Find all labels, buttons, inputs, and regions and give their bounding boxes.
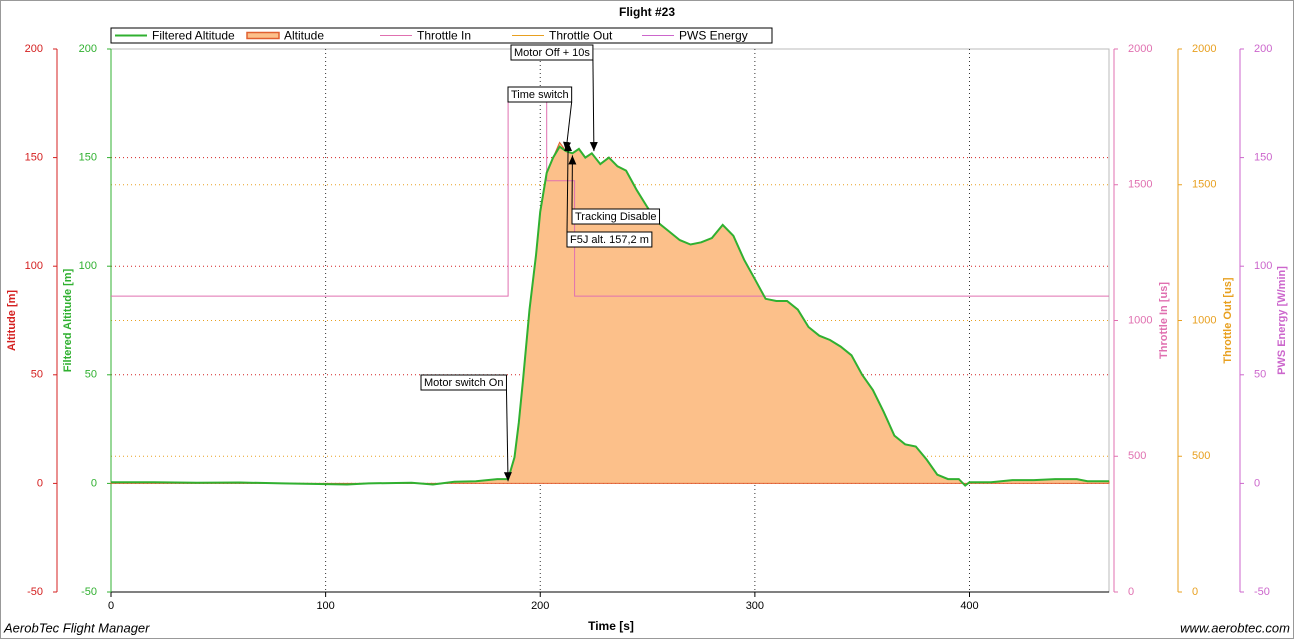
y-tick-label: 1000: [1192, 314, 1216, 326]
legend-label: Filtered Altitude: [152, 29, 235, 43]
y-tick-label: 50: [1254, 369, 1266, 381]
y-tick-label: 500: [1128, 450, 1146, 462]
y-axis-label: Throttle Out [us]: [1222, 277, 1234, 363]
footer-left: AerobTec Flight Manager: [3, 620, 150, 635]
legend-label: PWS Energy: [679, 29, 748, 43]
y-tick-label: 50: [85, 369, 97, 381]
annotation-label: Motor Off + 10s: [514, 47, 590, 59]
annotation-label: Time switch: [511, 89, 569, 101]
y-axis-label: Throttle In [us]: [1158, 282, 1170, 359]
y-tick-label: 1000: [1128, 314, 1152, 326]
y-tick-label: 0: [1254, 477, 1260, 489]
y-tick-label: 1500: [1128, 179, 1152, 191]
arrow-head: [564, 141, 573, 152]
y-tick-label: -50: [81, 586, 97, 598]
annotation-arrow: [592, 59, 595, 152]
annotation-label: F5J alt. 157,2 m: [570, 234, 649, 246]
y-tick-label: -50: [1254, 586, 1270, 598]
line: [111, 145, 1109, 487]
x-tick-label: 200: [531, 600, 549, 612]
line: [111, 94, 1109, 297]
arrow-head: [568, 155, 577, 165]
x-tick-label: 300: [746, 600, 764, 612]
y-tick-label: 100: [79, 260, 97, 272]
y-tick-label: 0: [37, 477, 43, 489]
y-tick-label: 100: [25, 260, 43, 272]
y-axis-label: Filtered Altitude [m]: [62, 268, 74, 372]
y-tick-label: 200: [25, 43, 43, 55]
y-tick-label: 200: [79, 43, 97, 55]
annotation-label: Motor switch On: [424, 377, 503, 389]
y-tick-label: 150: [25, 152, 43, 164]
y-tick-label: 1500: [1192, 179, 1216, 191]
x-axis-label: Time [s]: [588, 619, 634, 633]
annotation-arrow: [566, 141, 569, 233]
annotation-label: Tracking Disable: [575, 211, 657, 223]
legend-swatch: [246, 31, 280, 40]
y-tick-label: 0: [1192, 586, 1198, 598]
y-axis-label: PWS Energy [W/min]: [1276, 266, 1288, 375]
x-tick-label: 400: [960, 600, 978, 612]
y-tick-label: 200: [1254, 43, 1272, 55]
annotation-box: [510, 44, 594, 61]
annotation-arrow: [505, 389, 509, 482]
y-tick-label: 2000: [1192, 43, 1216, 55]
y-tick-label: 150: [1254, 152, 1272, 164]
legend-label: Throttle Out: [549, 29, 613, 43]
y-tick-label: 50: [31, 369, 43, 381]
y-tick-label: 2000: [1128, 43, 1152, 55]
y-tick-label: 500: [1192, 450, 1210, 462]
legend-label: Throttle In: [417, 29, 471, 43]
x-tick-label: 0: [108, 600, 114, 612]
legend-label: Altitude: [284, 29, 324, 43]
annotation-box: [507, 86, 573, 103]
y-tick-label: -50: [27, 586, 43, 598]
annotation-box: [566, 231, 653, 248]
annotation-box: [571, 208, 661, 225]
y-tick-label: 150: [79, 152, 97, 164]
y-tick-label: 100: [1254, 260, 1272, 272]
x-tick-label: 100: [316, 600, 334, 612]
arrow-head: [589, 142, 598, 152]
footer-right: www.aerobtec.com: [1180, 620, 1290, 635]
chart-title: Flight #23: [619, 5, 675, 19]
arrow-head: [503, 472, 512, 482]
annotation-box: [420, 374, 507, 391]
y-axis-label: Altitude [m]: [6, 290, 18, 351]
y-tick-label: 0: [91, 477, 97, 489]
y-tick-label: 0: [1128, 586, 1134, 598]
